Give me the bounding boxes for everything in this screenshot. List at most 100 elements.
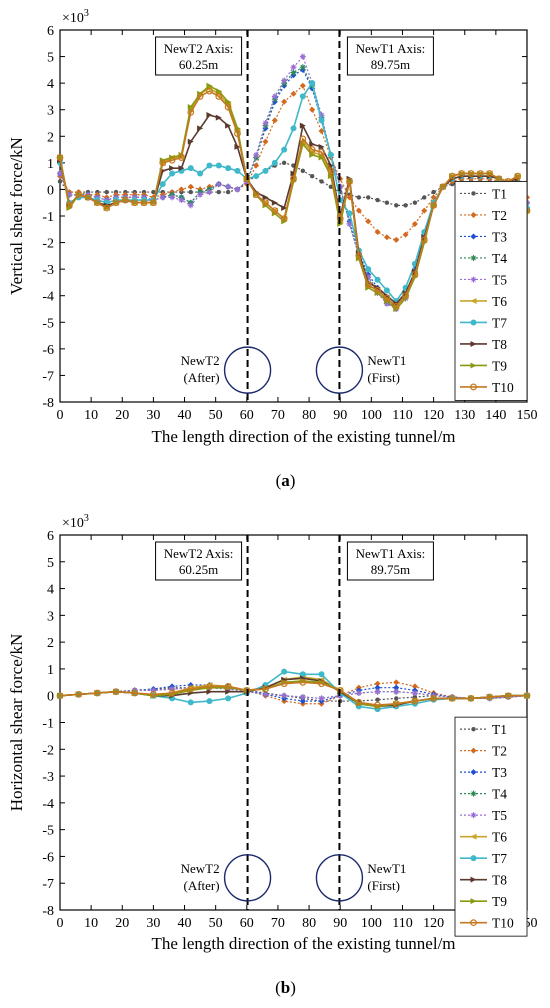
x-tick-label: 20	[115, 916, 129, 931]
data-point-t2	[411, 683, 418, 690]
data-point-t2	[309, 106, 316, 113]
data-point-t10	[458, 170, 466, 177]
x-tick-label: 130	[454, 408, 475, 423]
data-point-t7	[309, 80, 316, 87]
axis-annotation-value: 60.25m	[179, 562, 218, 577]
x-tick-label: 100	[361, 916, 382, 931]
y-tick-label: -3	[42, 770, 54, 785]
data-point-t1	[281, 160, 287, 166]
data-point-t10	[374, 287, 381, 294]
data-point-t5	[374, 688, 381, 695]
data-point-t10	[234, 130, 241, 138]
data-point-t10	[149, 690, 157, 698]
tunnel-circle	[315, 854, 364, 902]
tunnel-label-sub: (First)	[367, 878, 400, 893]
data-point-t10	[84, 193, 92, 201]
x-tick-label: 0	[57, 916, 64, 931]
axis-annotation-box	[346, 541, 434, 581]
y-tick-label: -7	[42, 877, 54, 892]
x-tick-label: 60	[240, 408, 254, 423]
y-tick-label: 4	[47, 77, 54, 92]
data-point-t5	[150, 687, 157, 694]
data-point-t7	[299, 93, 306, 100]
data-point-t1	[403, 203, 408, 208]
data-point-t7	[383, 287, 390, 294]
data-point-t5	[346, 220, 353, 227]
legend-item-t7: T7	[460, 851, 507, 866]
legend-marker	[470, 769, 477, 776]
y-tick-label: -5	[42, 824, 54, 839]
tunnel-label-sub: (After)	[183, 370, 219, 385]
data-point-t10	[178, 154, 185, 161]
axis-annotation-title: NewT1 Axis:	[356, 546, 426, 561]
x-axis-label: The length direction of the existing tun…	[151, 427, 455, 446]
data-point-t4	[299, 64, 306, 71]
data-point-t7	[197, 170, 204, 177]
data-point-t2	[281, 98, 288, 105]
x-tick-label: 0	[57, 408, 64, 423]
data-point-t1	[375, 197, 380, 203]
legend-item-t5: T5	[460, 808, 507, 823]
data-point-t1	[394, 203, 399, 208]
data-point-t10	[206, 682, 213, 690]
data-point-t7	[346, 210, 353, 217]
legend-marker	[470, 319, 477, 326]
data-point-t7	[374, 276, 381, 283]
y-tick-label: 6	[47, 529, 54, 544]
chart-panel-1: 0 10 20 30 40 50 60 70 80 90 100 110 120 130 140 150654…	[7, 8, 538, 490]
data-point-t5	[225, 183, 232, 190]
legend-label: T5	[492, 808, 507, 823]
data-point-t2	[365, 218, 372, 225]
data-point-t2	[402, 231, 409, 238]
y-tick-label: 1	[47, 663, 54, 678]
data-point-t5	[393, 688, 400, 695]
x-tick-label: 10	[84, 408, 98, 423]
data-point-t5	[262, 691, 269, 698]
data-point-t10	[112, 199, 120, 207]
data-point-t2	[253, 162, 260, 169]
data-point-t10	[318, 680, 325, 688]
legend-label: T8	[492, 337, 507, 352]
data-point-t8	[234, 143, 241, 150]
data-point-t10	[448, 694, 456, 702]
data-point-t1	[384, 200, 390, 205]
legend-item-t6: T6	[460, 830, 507, 845]
legend-item-t10: T10	[460, 380, 514, 395]
data-point-t8	[281, 205, 288, 212]
data-point-t7	[187, 165, 194, 172]
legend-label: T1	[492, 722, 507, 737]
data-point-t10	[131, 689, 139, 697]
series-line-t10	[59, 681, 527, 706]
x-tick-label: 150	[517, 408, 538, 423]
data-point-t9	[187, 104, 194, 111]
y-tick-label: -7	[42, 369, 54, 384]
y-tick-label: 0	[47, 690, 54, 705]
data-point-t10	[299, 135, 307, 143]
tunnel-label: NewT2	[181, 353, 220, 368]
data-point-t5	[253, 151, 260, 158]
data-point-t9	[309, 151, 316, 158]
data-point-t5	[299, 53, 306, 60]
data-point-t1	[366, 195, 371, 200]
data-point-t10	[318, 148, 325, 156]
data-point-t8	[271, 199, 278, 206]
x-tick-label: 90	[333, 408, 347, 423]
data-point-t10	[159, 159, 167, 167]
data-point-t10	[355, 699, 363, 706]
x-tick-label: 30	[146, 408, 160, 423]
data-point-t5	[318, 695, 325, 702]
data-point-t2	[355, 207, 362, 214]
legend-marker	[471, 191, 476, 196]
data-point-t7	[281, 146, 288, 153]
legend-marker	[470, 340, 477, 347]
legend-label: T7	[492, 851, 507, 866]
y-tick-label: -6	[42, 850, 54, 865]
data-point-t10	[346, 178, 353, 185]
data-point-t5	[355, 690, 362, 697]
y-tick-label: 2	[47, 636, 54, 651]
data-point-t5	[262, 120, 269, 126]
data-point-t8	[197, 125, 204, 132]
data-point-t7	[262, 167, 269, 174]
axis-annotation-title: NewT1 Axis:	[356, 41, 426, 56]
